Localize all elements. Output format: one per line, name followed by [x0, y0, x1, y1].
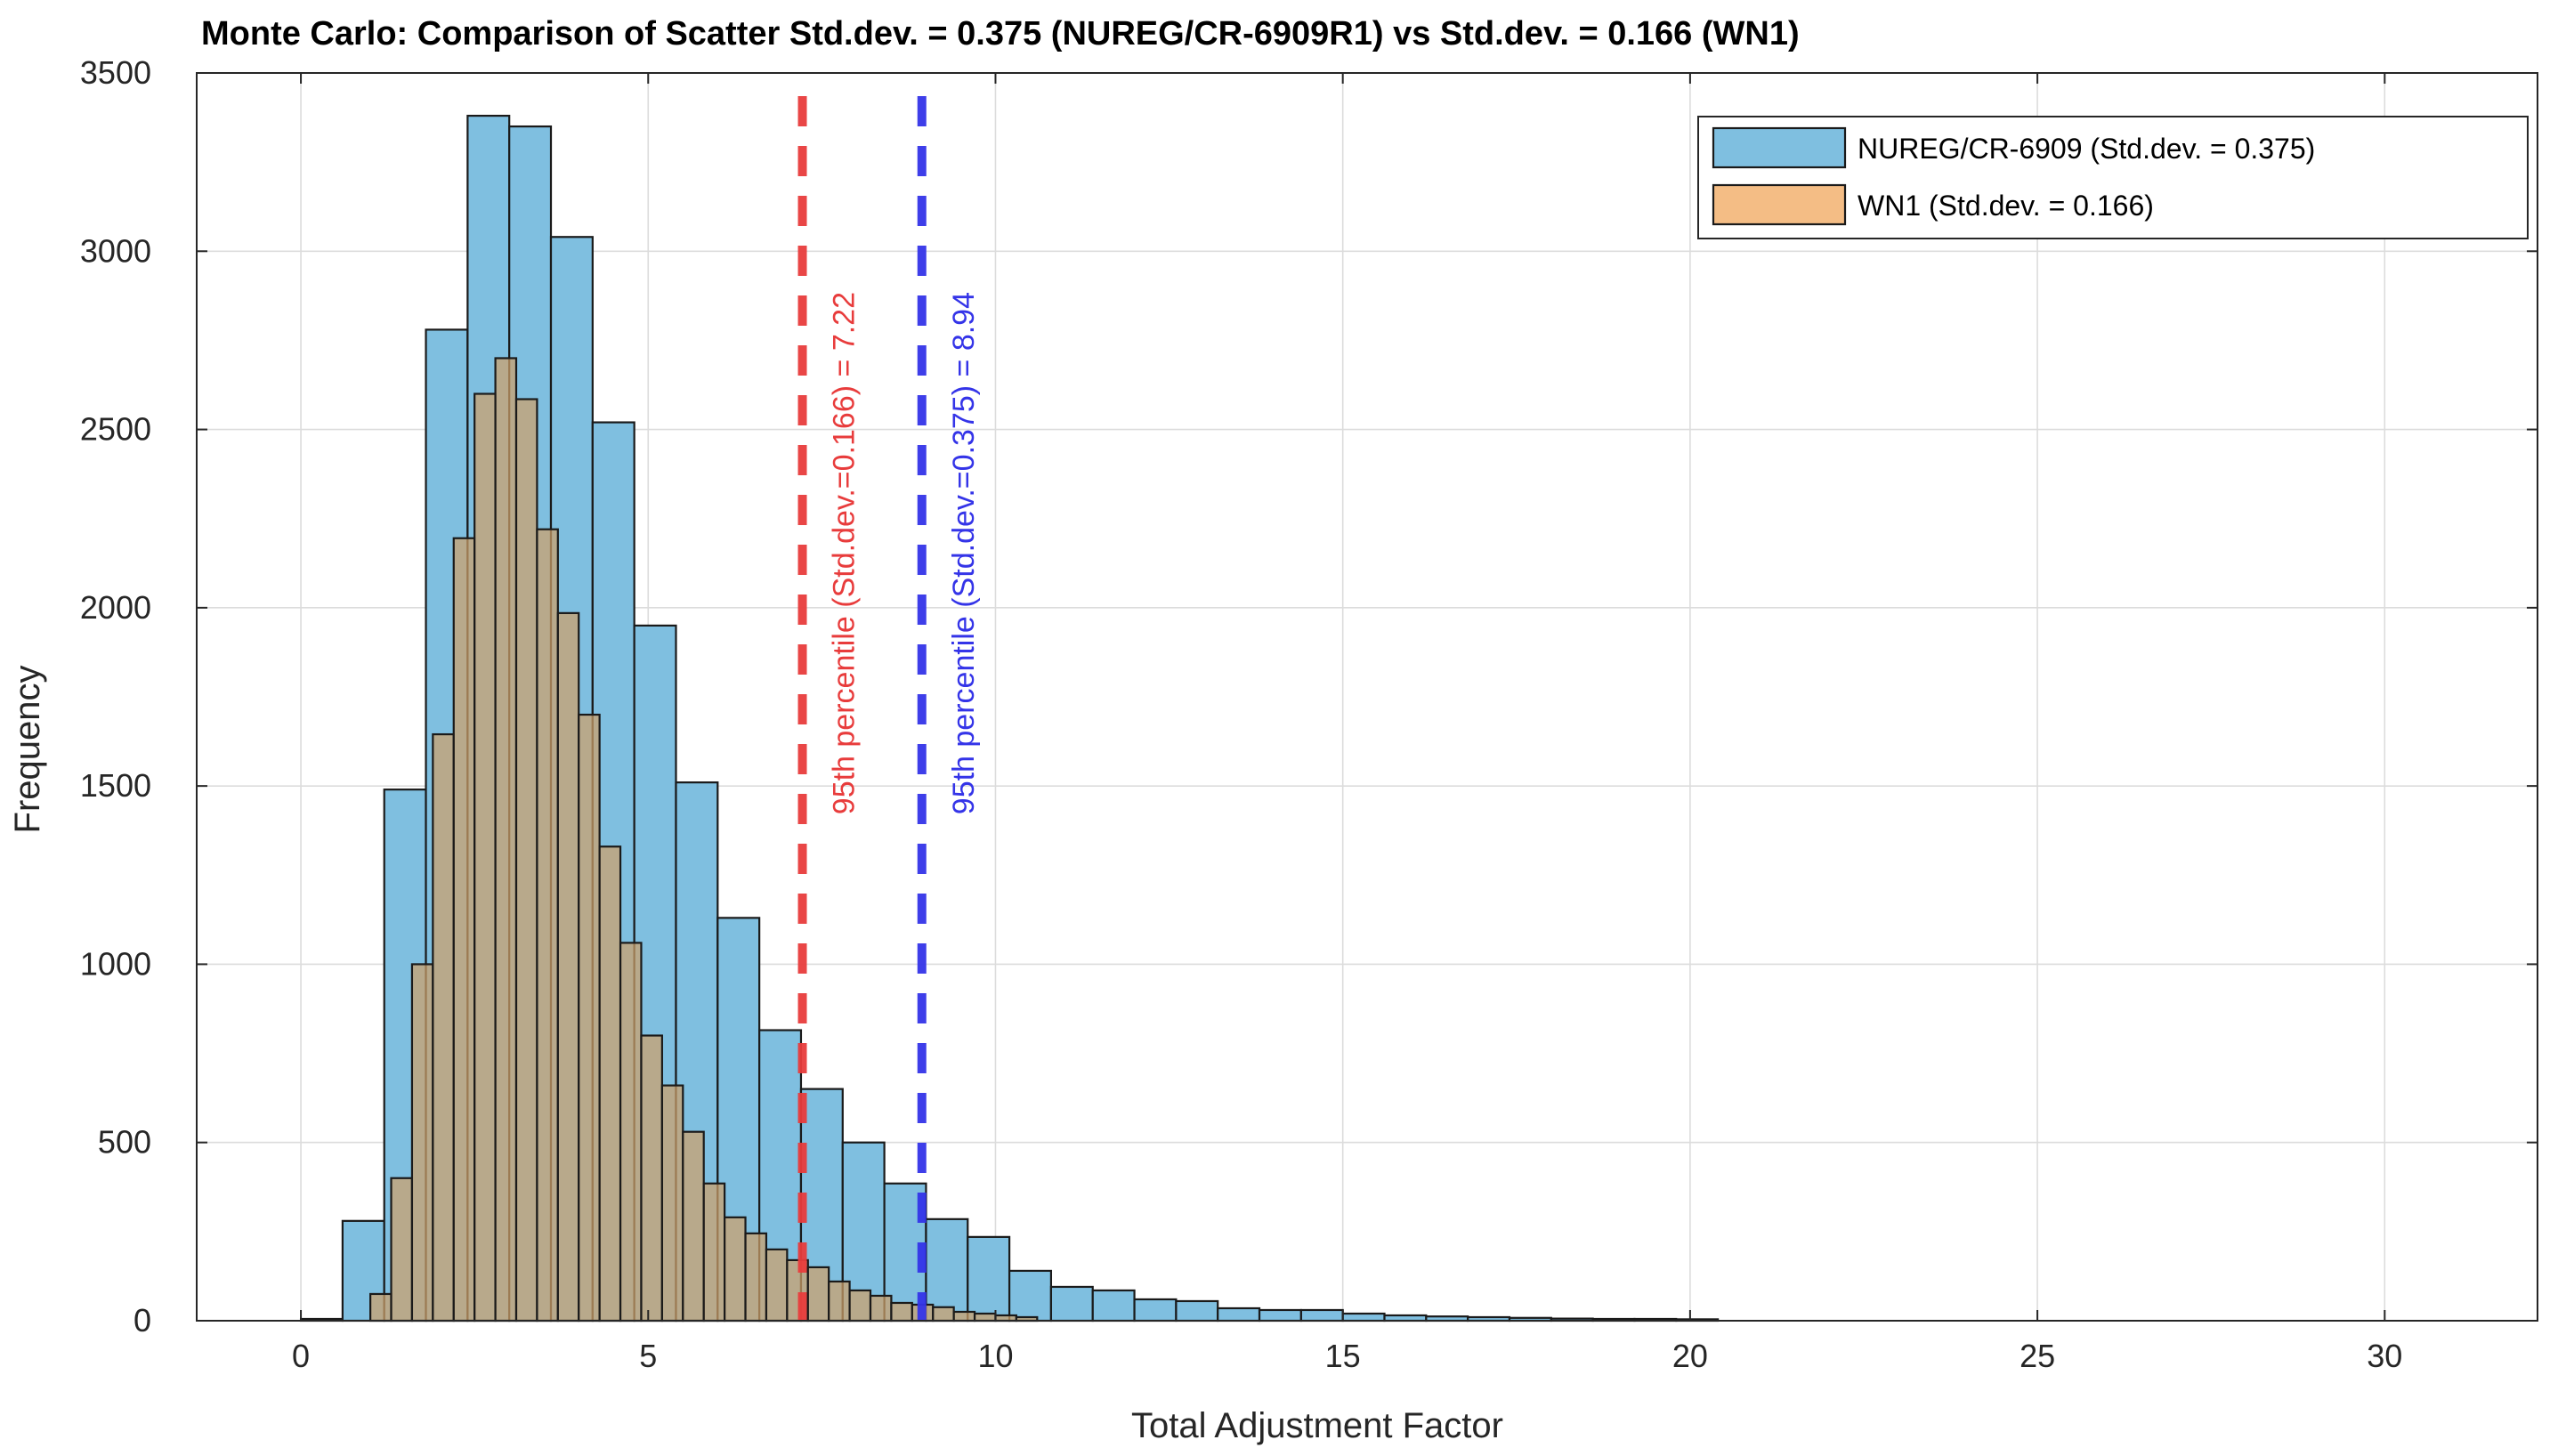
plot-area-frame [196, 72, 2538, 1322]
nureg-bar [1133, 1298, 1178, 1323]
nureg-bar [1008, 1269, 1053, 1323]
wn1-bar [848, 1289, 872, 1323]
wn1-bar [702, 1182, 726, 1323]
nureg-bar [1049, 1285, 1094, 1323]
percentile-label-1: 95th percentile (Std.dev.=0.166) = 7.22 [828, 292, 862, 814]
x-tick-label: 30 [2367, 1338, 2402, 1374]
wn1-bar [514, 398, 538, 1323]
wn1-bar [619, 942, 643, 1323]
x-tick-label: 5 [639, 1338, 657, 1374]
wn1-bar [765, 1248, 789, 1323]
wn1-bar [806, 1266, 830, 1323]
wn1-bar [494, 357, 518, 1323]
wn1-bar [660, 1084, 684, 1323]
wn1-bar [598, 845, 622, 1323]
nureg-bar [1341, 1312, 1386, 1323]
nureg-bar [1258, 1308, 1302, 1323]
wn1-bar [890, 1301, 913, 1323]
wn1-bar [369, 1292, 393, 1323]
y-tick-label: 2500 [80, 411, 151, 448]
percentile-label-2: 95th percentile (Std.dev.=0.375) = 8.94 [947, 292, 981, 814]
percentile-lines: 95th percentile (Std.dev.=0.166) = 7.22 9… [797, 96, 981, 1321]
axis-ticks: 0 5 10 15 20 25 30 0 500 1000 1500 2000 2500 3000 3500 [80, 54, 2538, 1374]
y-tick-label: 500 [98, 1124, 151, 1161]
wn1-bar [578, 713, 601, 1323]
series-wn1-bars [369, 357, 1039, 1323]
wn1-bar [724, 1216, 747, 1323]
y-tick-label: 3000 [80, 232, 151, 269]
legend-swatch-wn1 [1712, 183, 1847, 226]
wn1-bar [432, 732, 455, 1323]
legend-label-wn1: WN1 (Std.dev. = 0.166) [1858, 190, 2154, 222]
y-tick-label: 1000 [80, 945, 151, 982]
nureg-bar [1091, 1289, 1136, 1323]
wn1-bar [932, 1306, 955, 1323]
wn1-bar [536, 528, 559, 1323]
x-tick-label: 25 [2020, 1338, 2055, 1374]
wn1-bar [744, 1232, 768, 1323]
nureg-bar [1217, 1306, 1261, 1323]
wn1-bar [682, 1130, 705, 1323]
wn1-bar [474, 392, 497, 1323]
wn1-bar [828, 1280, 851, 1323]
wn1-bar [640, 1034, 663, 1323]
wn1-bar [452, 537, 476, 1323]
wn1-bar [952, 1310, 976, 1323]
x-tick-label: 10 [977, 1338, 1013, 1374]
wn1-bar [973, 1312, 997, 1323]
y-tick-label: 2000 [80, 589, 151, 626]
chart-title: Monte Carlo: Comparison of Scatter Std.d… [201, 15, 1800, 53]
x-axis-label: Total Adjustment Factor [1131, 1406, 1503, 1445]
x-tick-label: 0 [292, 1338, 310, 1374]
y-tick-label: 3500 [80, 54, 151, 91]
legend-swatch-nureg [1712, 126, 1847, 169]
wn1-bar [869, 1294, 893, 1323]
nureg-bar [967, 1235, 1011, 1323]
nureg-bar [1299, 1308, 1344, 1323]
y-axis-label: Frequency [8, 666, 47, 834]
y-tick-label: 1500 [80, 767, 151, 804]
legend-label-nureg: NUREG/CR-6909 (Std.dev. = 0.375) [1858, 133, 2315, 165]
wn1-bar [410, 963, 434, 1323]
wn1-bar [556, 611, 580, 1323]
x-tick-label: 20 [1672, 1338, 1708, 1374]
nureg-bar [1175, 1299, 1219, 1323]
wn1-bar [390, 1177, 414, 1323]
y-tick-label: 0 [134, 1302, 151, 1339]
x-tick-label: 15 [1325, 1338, 1361, 1374]
legend: NUREG/CR-6909 (Std.dev. = 0.375) WN1 (St… [1697, 116, 2529, 239]
